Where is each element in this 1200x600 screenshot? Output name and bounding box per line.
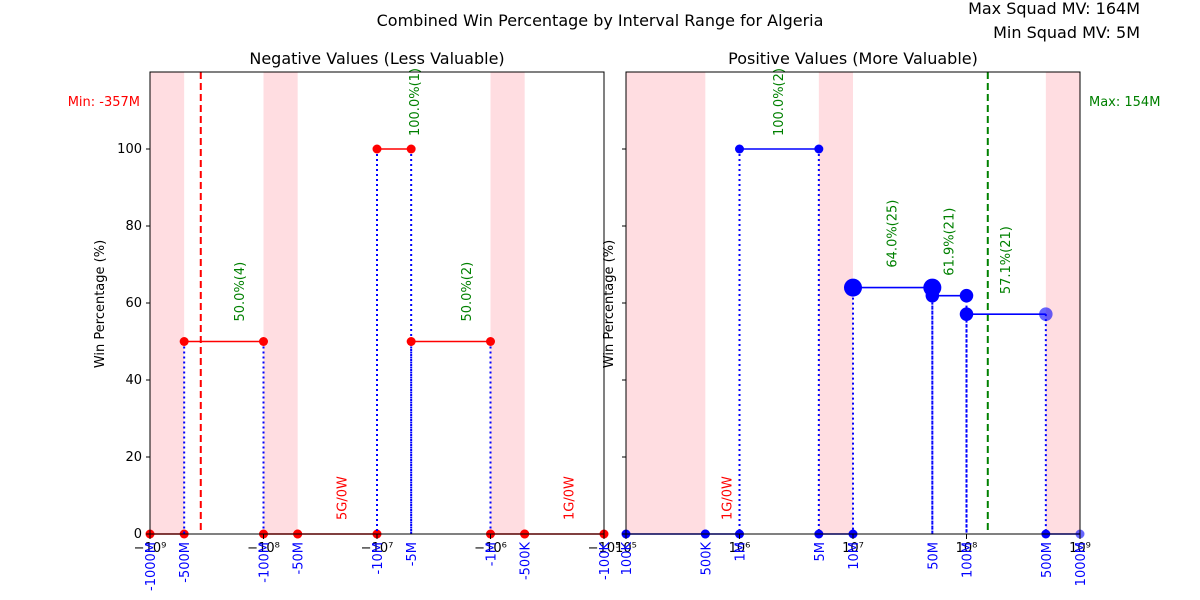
interval-tick-label: -5M <box>405 542 420 566</box>
data-segment: 1G/0W <box>700 476 744 539</box>
interval-tick-label: -500M <box>178 542 193 583</box>
data-label: 64.0%(25) <box>886 200 901 268</box>
data-segment: 61.9%(21) <box>925 208 974 534</box>
data-label: 57.1%(21) <box>999 226 1014 294</box>
shaded-region <box>263 72 298 534</box>
interval-tick-label: -100M <box>258 542 273 583</box>
interval-tick-label: 100M <box>961 542 976 578</box>
y-tick-label: 100 <box>117 142 142 157</box>
x-tick-label: 10⁵ <box>615 541 637 556</box>
data-label: 1G/0W <box>720 476 735 520</box>
data-segment: 100.0%(2) <box>735 68 824 534</box>
data-point <box>959 288 974 303</box>
min-mv-label: Min Squad MV: 5M <box>993 23 1140 42</box>
max-mv-label: Max Squad MV: 164M <box>968 0 1140 18</box>
reference-line-label: Max: 154M <box>1089 95 1160 110</box>
y-axis-label: Win Percentage (%) <box>93 240 108 368</box>
interval-tick-label: -1M <box>485 542 500 566</box>
data-point <box>844 278 862 297</box>
interval-tick-label: 500M <box>1040 542 1055 578</box>
data-label: 50.0%(4) <box>233 262 248 322</box>
data-segment: 1G/0W <box>520 476 609 539</box>
interval-tick-label: 500K <box>699 542 714 576</box>
y-tick-label: 20 <box>125 450 142 465</box>
data-point <box>406 337 416 346</box>
x-tick-label: −10⁶ <box>474 541 507 556</box>
x-tick-label: −10⁹ <box>134 541 167 556</box>
data-label: 5G/0W <box>335 476 350 520</box>
data-label: 1G/0W <box>562 476 577 520</box>
interval-tick-label: -1000M <box>144 542 159 591</box>
data-label: 50.0%(2) <box>460 262 475 322</box>
data-label: 100.0%(1) <box>408 68 423 136</box>
interval-tick-label: 10M <box>847 542 862 570</box>
data-point <box>486 337 495 346</box>
data-segment: 100.0%(1) <box>372 68 423 534</box>
data-segment: 5G/0W <box>293 476 382 539</box>
data-point <box>735 144 744 154</box>
shaded-region <box>818 72 853 534</box>
data-segment: 57.1%(21) <box>959 226 1053 534</box>
data-point <box>925 288 940 303</box>
data-label: 61.9%(21) <box>942 208 957 276</box>
y-tick-label: 0 <box>134 527 142 542</box>
panel-title: Positive Values (More Valuable) <box>728 49 978 68</box>
y-tick-label: 40 <box>125 373 142 388</box>
figure-title: Combined Win Percentage by Interval Rang… <box>377 11 824 30</box>
interval-tick-label: 5M <box>813 542 828 562</box>
shaded-region <box>490 72 525 534</box>
positive-panel: Max: 154M 1G/0W 100.0%(2) 64.0%(25) 61.9%(21… <box>602 49 1160 586</box>
data-point <box>959 307 974 321</box>
data-point <box>1039 307 1053 321</box>
interval-tick-label: -500K <box>519 542 534 581</box>
data-point <box>814 144 824 154</box>
data-point <box>372 144 382 154</box>
interval-tick-label: 100K <box>620 542 635 576</box>
interval-tick-label: -10M <box>371 542 386 574</box>
x-tick-label: 10⁹ <box>1069 541 1091 556</box>
interval-tick-label: -50M <box>292 542 307 574</box>
panel-title: Negative Values (Less Valuable) <box>249 49 504 68</box>
data-label: 100.0%(2) <box>772 68 787 136</box>
interval-tick-label: 50M <box>926 542 941 570</box>
data-segment: 50.0%(2) <box>406 262 495 534</box>
data-point <box>406 144 416 154</box>
reference-line-label: Min: -357M <box>68 95 140 110</box>
y-axis-label: Win Percentage (%) <box>602 240 617 368</box>
x-tick-label: 10⁶ <box>729 541 751 556</box>
y-tick-label: 60 <box>125 296 142 311</box>
x-tick-label: −10⁷ <box>361 541 394 556</box>
interval-tick-label: -100K <box>598 542 613 581</box>
interval-tick-label: 1M <box>734 542 749 562</box>
interval-tick-label: 1000M <box>1074 542 1089 586</box>
data-segment: 50.0%(4) <box>179 262 268 534</box>
x-tick-label: 10⁸ <box>956 541 978 556</box>
data-point <box>259 337 268 346</box>
shaded-region <box>1045 72 1080 534</box>
shaded-region <box>626 72 706 534</box>
data-point <box>179 337 189 346</box>
x-tick-label: 10⁷ <box>842 541 864 556</box>
negative-panel: Min: -357M 50.0%(4) 5G/0W 100.0%(1) 50.0%(2)… <box>68 49 621 591</box>
y-tick-label: 80 <box>125 219 142 234</box>
x-tick-label: −10⁵ <box>588 541 621 556</box>
shaded-region <box>150 72 185 534</box>
data-segment: 64.0%(25) <box>844 200 942 534</box>
x-tick-label: −10⁸ <box>247 541 280 556</box>
